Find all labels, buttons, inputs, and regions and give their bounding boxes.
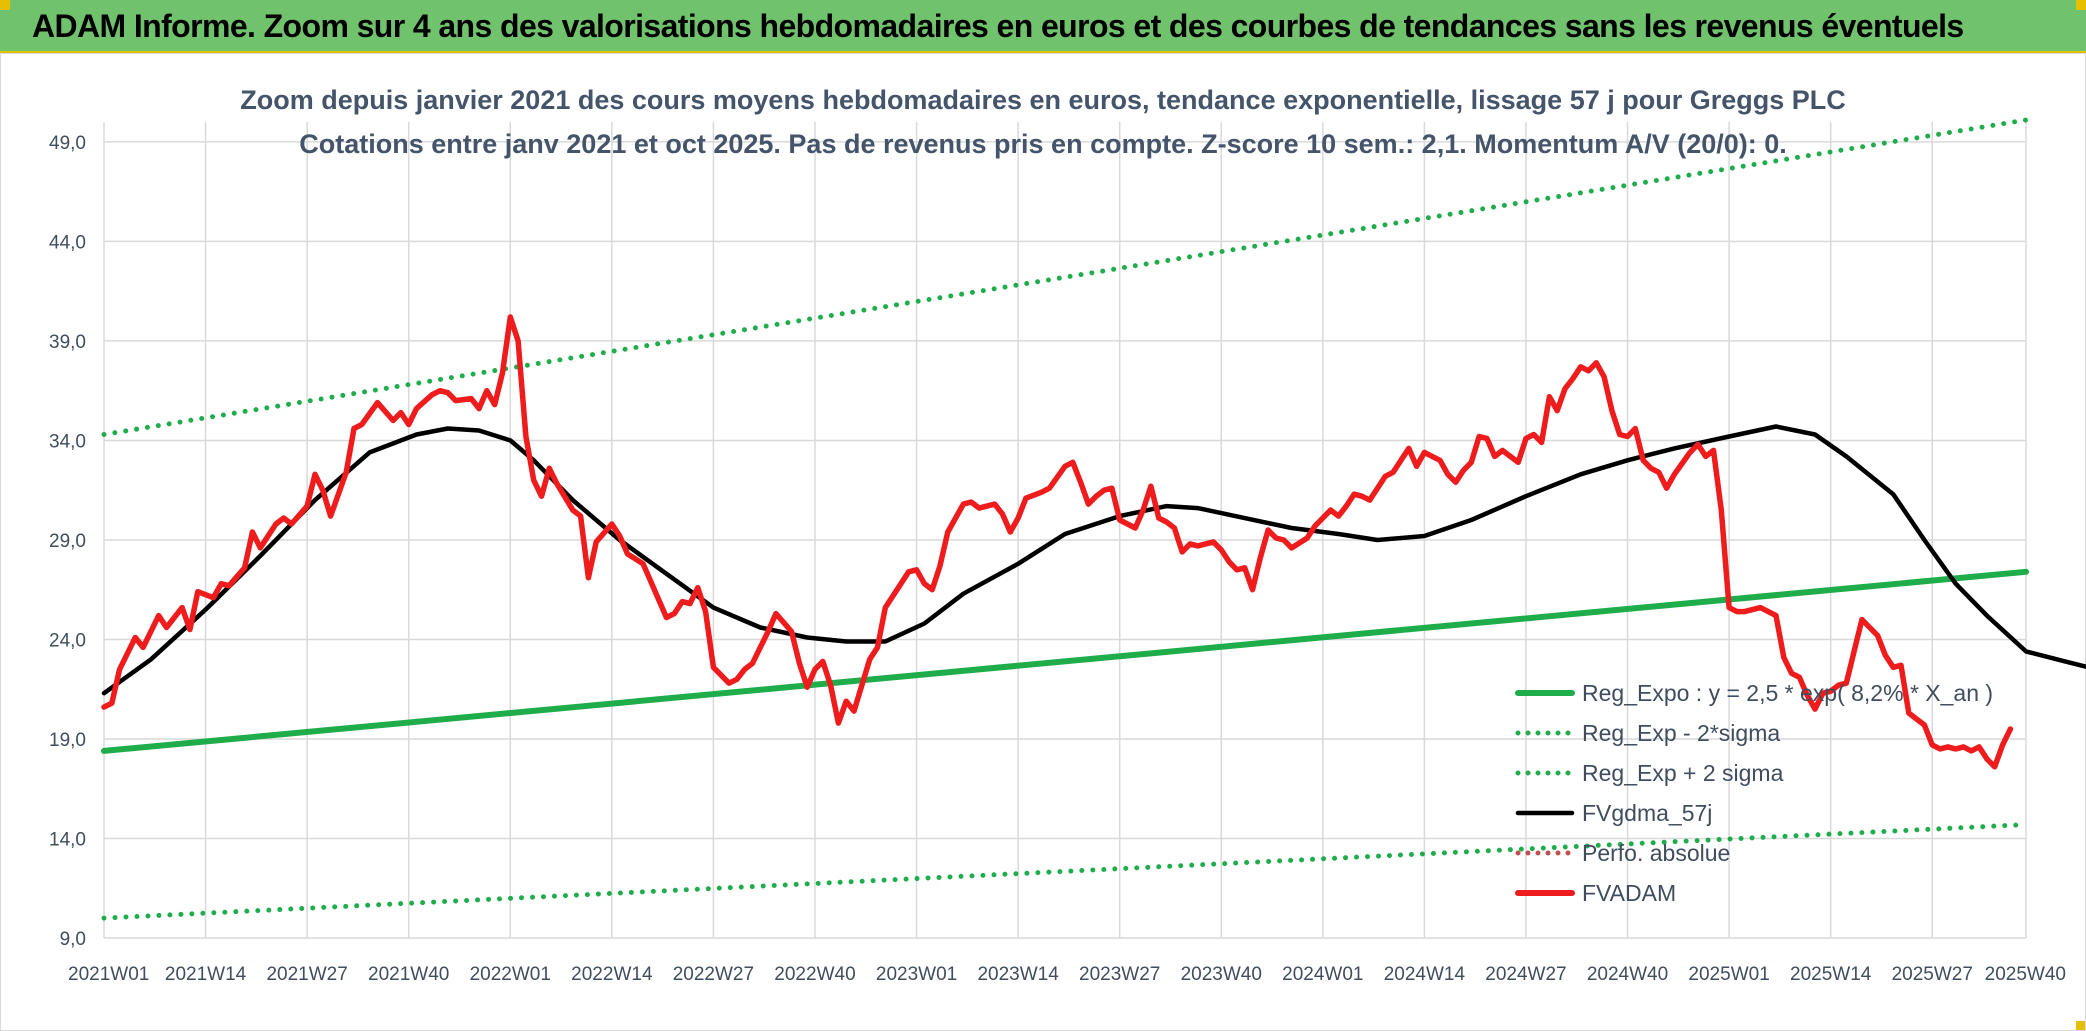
x-tick-label: 2021W01 (68, 964, 149, 985)
x-tick-label: 2023W14 (977, 964, 1059, 985)
y-tick-label: 9,0 (60, 929, 86, 950)
x-tick-label: 2024W14 (1384, 964, 1466, 985)
corner-mark (2076, 1021, 2086, 1031)
x-tick-label: 2022W40 (774, 964, 855, 985)
y-tick-label: 49,0 (49, 133, 86, 154)
x-tick-label: 2025W01 (1688, 964, 1769, 985)
chart-title-line2: Cotations entre janv 2021 et oct 2025. P… (299, 129, 1787, 159)
legend-label: Reg_Expo : y = 2,5 * exp( 8,2% * X_an ) (1582, 680, 1993, 706)
chart-title-line1: Zoom depuis janvier 2021 des cours moyen… (240, 85, 1846, 115)
x-tick-label: 2023W01 (876, 964, 957, 985)
grid-lines (103, 122, 2027, 939)
legend-label: Reg_Exp + 2 sigma (1582, 760, 1784, 786)
x-tick-label: 2022W01 (470, 964, 551, 985)
x-tick-label: 2023W40 (1181, 964, 1262, 985)
y-tick-label: 39,0 (49, 332, 86, 353)
y-tick-label: 44,0 (49, 232, 86, 253)
series-group (101, 117, 2086, 921)
x-tick-label: 2025W27 (1892, 964, 1973, 985)
x-tick-label: 2025W14 (1790, 964, 1872, 985)
x-tick-label: 2022W14 (571, 964, 653, 985)
x-tick-label: 2024W40 (1587, 964, 1668, 985)
x-tick-label: 2021W40 (368, 964, 449, 985)
y-tick-label: 29,0 (49, 531, 86, 552)
x-tick-label: 2022W27 (673, 964, 754, 985)
y-tick-label: 34,0 (49, 431, 86, 452)
series-line-fvgdma-57j (101, 424, 2086, 696)
report-banner: ADAM Informe. Zoom sur 4 ans des valoris… (0, 0, 2086, 53)
y-tick-label: 24,0 (49, 630, 86, 651)
y-tick-label: 14,0 (49, 829, 86, 850)
banner-title: ADAM Informe. Zoom sur 4 ans des valoris… (32, 8, 1964, 44)
x-tick-label: 2023W27 (1079, 964, 1160, 985)
x-tick-label: 2025W40 (1985, 964, 2066, 985)
x-tick-label: 2024W27 (1485, 964, 1566, 985)
series-line-fvadam (101, 314, 2014, 770)
y-tick-label: 19,0 (49, 730, 86, 751)
x-tick-label: 2021W14 (165, 964, 247, 985)
series-line-reg-expo-y-2-5-exp-8-2-x-an (101, 568, 2029, 754)
legend-label: Reg_Exp - 2*sigma (1582, 720, 1780, 746)
y-axis-ticks: 9,0 14,0 19,0 24,0 29,0 34,0 39,0 44,0 49,0 (49, 133, 86, 950)
corner-mark (0, 0, 10, 10)
series-line-reg-exp-2-sigma (101, 117, 2029, 437)
legend: Reg_Expo : y = 2,5 * exp( 8,2% * X_an ) R… (1515, 680, 1993, 906)
series-line-reg-exp-2-sigma (101, 822, 2029, 921)
x-axis-ticks: 2021W01 2021W14 2021W27 2021W40 2022W01 2022W… (68, 964, 2066, 985)
x-tick-label: 2024W01 (1282, 964, 1363, 985)
legend-label: FVADAM (1582, 880, 1676, 906)
legend-label: Perfo. absolue (1582, 840, 1730, 866)
legend-label: FVgdma_57j (1582, 800, 1712, 826)
corner-mark (2076, 0, 2086, 10)
x-tick-label: 2021W27 (266, 964, 347, 985)
